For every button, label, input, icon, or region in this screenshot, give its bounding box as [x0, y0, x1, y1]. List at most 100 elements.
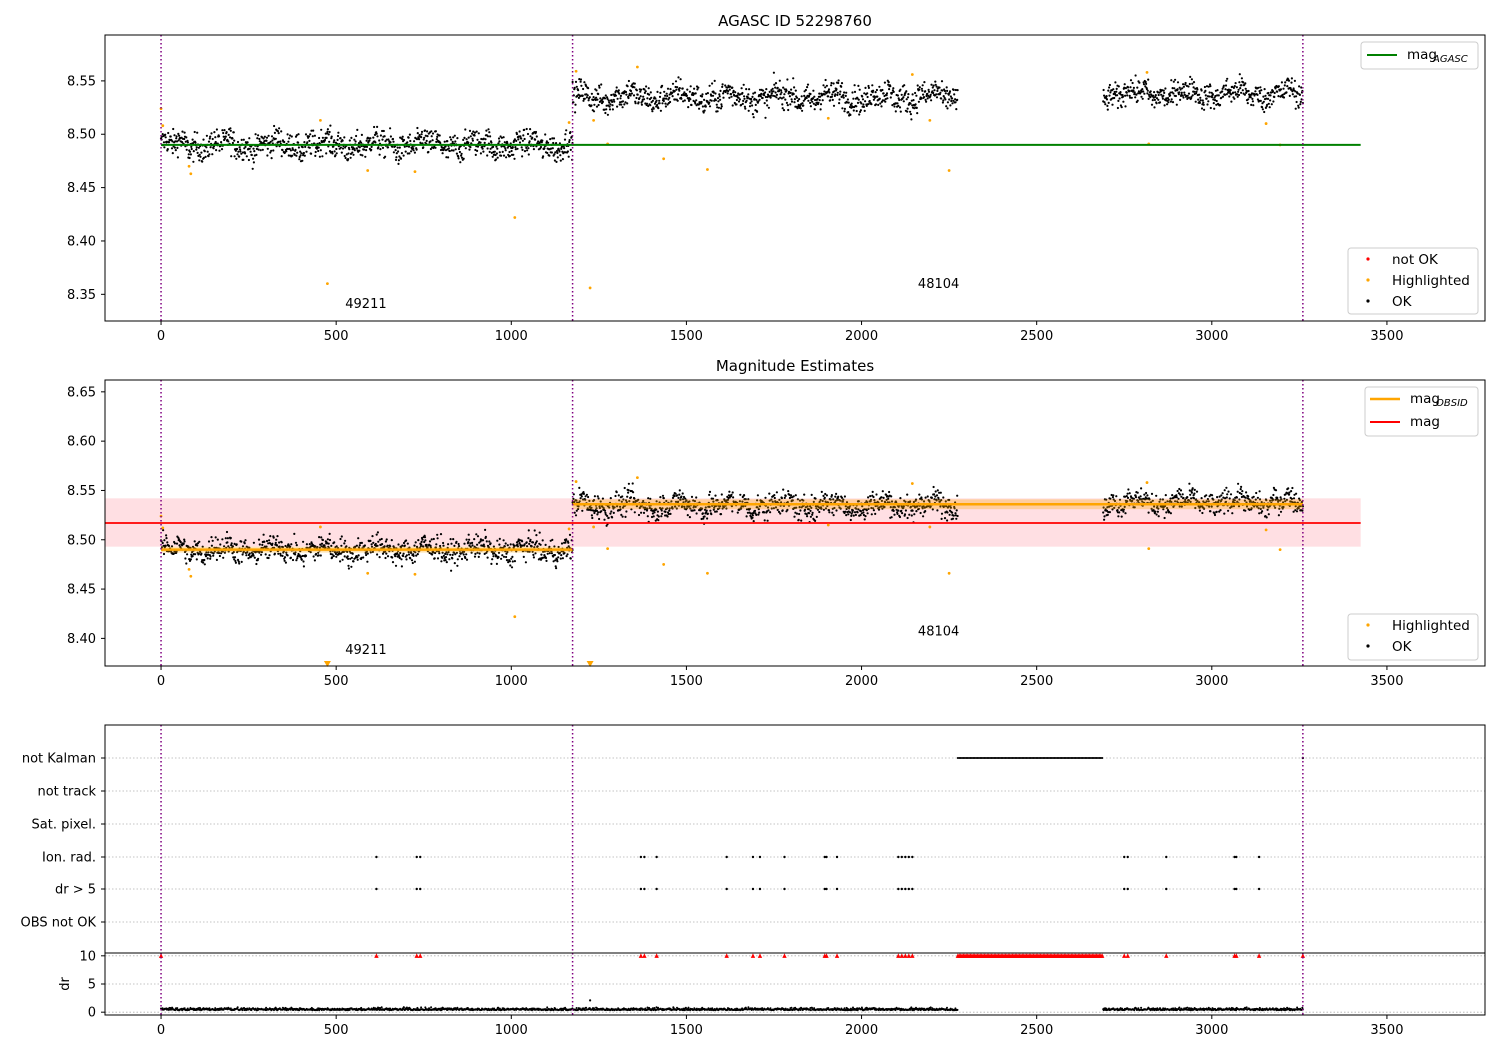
ok-point	[407, 550, 410, 554]
ok-point	[748, 507, 752, 510]
ok-point	[743, 494, 746, 497]
ok-point	[476, 543, 479, 546]
ok-point	[718, 93, 721, 96]
ok-point	[841, 107, 844, 110]
ok-point	[624, 515, 627, 519]
ok-point	[1269, 99, 1272, 102]
ok-point	[704, 105, 707, 108]
ok-point	[207, 155, 210, 158]
ok-point	[915, 106, 918, 109]
ok-point	[838, 93, 842, 96]
ok-point	[1188, 82, 1191, 86]
ok-point	[407, 145, 411, 148]
ok-point	[1142, 83, 1146, 86]
ok-point	[1299, 103, 1302, 106]
ok-point	[280, 541, 283, 544]
ok-point	[710, 94, 713, 97]
ok-point	[1145, 87, 1148, 91]
ok-point	[394, 158, 398, 161]
ok-point	[903, 84, 906, 87]
ok-point	[740, 87, 743, 90]
flag-point	[1031, 757, 1034, 759]
ok-point	[227, 133, 230, 136]
ok-point	[1298, 499, 1301, 502]
ok-point	[897, 104, 900, 107]
ok-point	[615, 491, 618, 494]
ok-point	[1280, 498, 1283, 501]
ok-point	[1137, 499, 1140, 503]
ok-point	[506, 142, 509, 145]
ok-point	[1235, 496, 1238, 499]
ok-point	[835, 509, 838, 512]
ok-point	[949, 104, 952, 107]
flag-point	[998, 757, 1001, 759]
ok-point	[1166, 507, 1169, 510]
ok-point	[529, 128, 532, 131]
ok-point	[555, 567, 558, 570]
ok-point	[476, 145, 480, 148]
ok-point	[192, 160, 195, 163]
ok-point	[795, 96, 799, 99]
ok-point	[1162, 94, 1165, 97]
ok-point	[1262, 506, 1265, 509]
ok-point	[886, 501, 889, 504]
ok-point	[1252, 500, 1255, 503]
ok-point	[668, 507, 671, 510]
ok-point	[1179, 489, 1183, 492]
ok-point	[1217, 94, 1220, 97]
ok-point	[449, 136, 452, 139]
ok-point	[1155, 513, 1158, 516]
ok-point	[177, 132, 180, 135]
ok-point	[1294, 509, 1297, 512]
ok-point	[215, 149, 218, 152]
ok-point	[727, 90, 730, 93]
ok-point	[760, 92, 763, 95]
obsid-label: 48104	[918, 624, 959, 639]
ok-point	[954, 514, 958, 517]
ok-point	[299, 150, 302, 153]
ok-point	[751, 113, 755, 116]
ok-point	[286, 554, 289, 557]
ok-point	[235, 157, 238, 160]
ok-point	[898, 515, 902, 519]
ok-point	[331, 152, 334, 155]
ok-point	[527, 153, 530, 156]
ok-point	[215, 546, 218, 549]
ok-point	[491, 155, 494, 158]
ok-point	[792, 77, 795, 80]
ok-point	[216, 538, 219, 541]
highlighted-point	[513, 615, 517, 619]
ok-point	[184, 140, 187, 143]
ok-point	[1203, 85, 1206, 89]
ok-point	[541, 139, 544, 142]
ok-point	[747, 93, 750, 96]
ok-point	[796, 99, 800, 102]
ok-point	[1231, 85, 1234, 88]
ok-point	[732, 496, 735, 499]
ok-point	[892, 90, 895, 93]
ok-point	[373, 133, 377, 136]
ok-point	[627, 491, 630, 494]
ok-point	[317, 554, 320, 557]
ok-point	[1221, 95, 1225, 98]
flag-point	[1059, 757, 1062, 759]
ok-point	[1233, 97, 1236, 100]
ok-point	[395, 156, 398, 159]
ok-point	[585, 493, 589, 496]
ok-point	[1193, 492, 1196, 495]
ok-point	[619, 97, 622, 100]
ok-point	[582, 87, 585, 91]
ok-point	[1209, 106, 1212, 110]
ok-point	[491, 550, 494, 554]
ok-point	[1161, 498, 1164, 501]
ok-point	[1258, 490, 1261, 493]
ok-point	[930, 496, 934, 499]
ok-point	[1240, 485, 1243, 488]
ok-point	[905, 98, 908, 101]
ok-point	[701, 512, 705, 515]
ok-point	[1234, 82, 1237, 85]
ok-point	[350, 136, 353, 139]
ok-point	[825, 494, 829, 497]
flag-point	[996, 757, 999, 759]
ok-point	[870, 513, 873, 516]
